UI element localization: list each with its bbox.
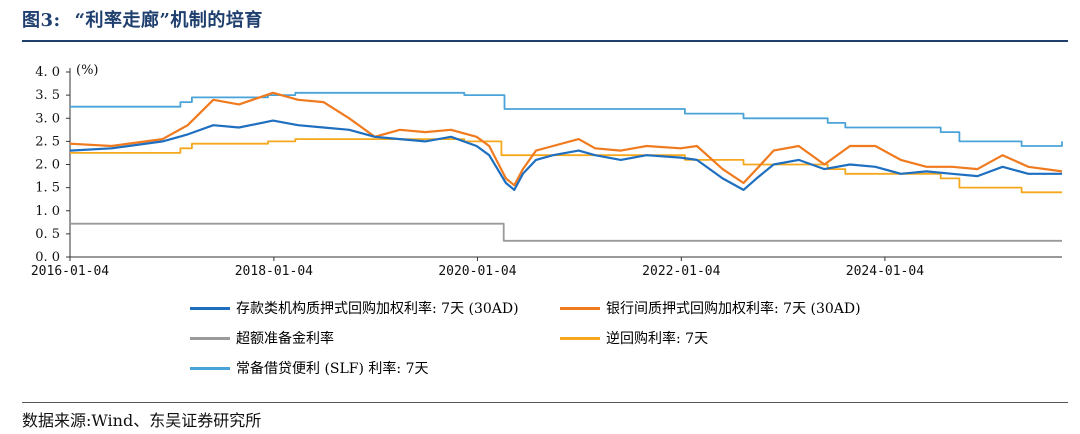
legend-swatch xyxy=(190,336,230,340)
x-tick-label: 2018-01-04 xyxy=(235,264,313,279)
legend-swatch xyxy=(560,336,600,340)
legend-item-reverse-repo: 逆回购利率: 7天 xyxy=(560,328,708,348)
legend-item-slf: 常备借贷便利 (SLF) 利率: 7天 xyxy=(190,358,429,378)
legend-label: 常备借贷便利 (SLF) 利率: 7天 xyxy=(236,361,429,377)
y-tick-label: 1. 5 xyxy=(35,181,60,196)
legend-item-deposit-repo: 存款类机构质押式回购加权利率: 7天 (30AD) xyxy=(190,298,519,318)
legend-label: 逆回购利率: 7天 xyxy=(606,331,709,347)
legend-swatch xyxy=(190,366,230,370)
title-rule xyxy=(22,40,1068,42)
y-tick-label: 3. 5 xyxy=(35,88,60,103)
x-tick-label: 2024-01-04 xyxy=(846,264,924,279)
legend-item-excess-reserve: 超额准备金利率 xyxy=(190,328,334,348)
figure-label: 图3: xyxy=(22,10,61,31)
legend-label: 存款类机构质押式回购加权利率: 7天 (30AD) xyxy=(236,301,519,317)
legend-label: 银行间质押式回购加权利率: 7天 (30AD) xyxy=(606,301,861,317)
x-tick-label: 2020-01-04 xyxy=(438,264,516,279)
series-line-2 xyxy=(70,222,1062,242)
figure-title-text: “利率走廊”机制的培育 xyxy=(74,10,263,31)
y-tick-label: 3. 0 xyxy=(35,111,60,126)
series-line-1 xyxy=(69,91,1063,187)
legend-swatch xyxy=(190,306,230,310)
y-tick-label: 2. 5 xyxy=(35,134,60,149)
legend-label: 超额准备金利率 xyxy=(236,331,334,347)
series-line-3 xyxy=(70,138,1062,194)
series-line-0 xyxy=(69,119,1062,191)
x-tick-label: 2022-01-04 xyxy=(642,264,720,279)
y-tick-label: 0. 0 xyxy=(35,250,60,265)
y-tick-label: 1. 0 xyxy=(35,204,60,219)
y-tick-label: 2. 0 xyxy=(35,158,60,173)
legend-item-interbank-repo: 银行间质押式回购加权利率: 7天 (30AD) xyxy=(560,298,861,318)
legend: 存款类机构质押式回购加权利率: 7天 (30AD) 银行间质押式回购加权利率: … xyxy=(190,298,890,388)
figure-title: 图3: “利率走廊”机制的培育 xyxy=(22,6,263,32)
legend-swatch xyxy=(560,306,600,310)
y-tick-label: 0. 5 xyxy=(35,227,60,242)
unit-label: (%) xyxy=(76,63,99,78)
x-tick-label: 2016-01-04 xyxy=(31,264,109,279)
source-note: 数据来源:Wind、东吴证券研究所 xyxy=(22,411,262,430)
source-rule xyxy=(22,402,1068,403)
y-tick-label: 4. 0 xyxy=(35,65,60,80)
series-line-4 xyxy=(70,91,1063,147)
line-chart: 4. 0 3. 5 3. 0 2. 5 2. 0 1. 5 1. 0 0. 5 0. 0 (%) 2… xyxy=(31,63,1063,279)
